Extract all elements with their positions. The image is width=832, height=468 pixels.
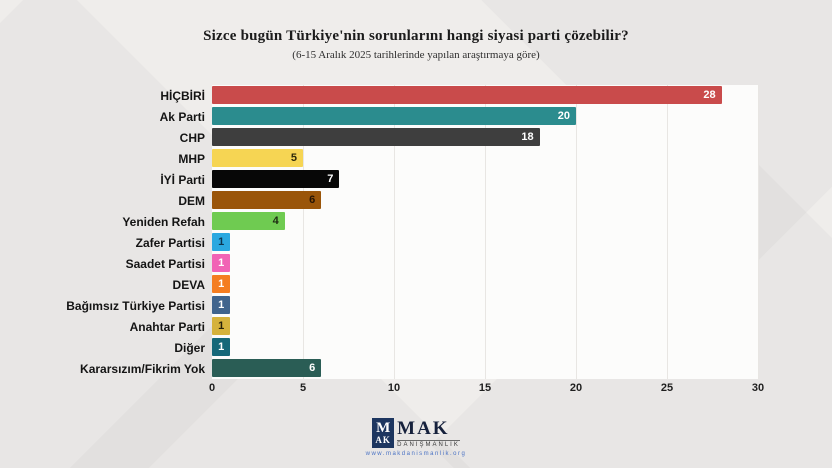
chart-row: DEVA 1: [0, 274, 832, 295]
bar: 1: [212, 275, 231, 293]
bar-track: 1: [212, 337, 758, 358]
category-label: CHP: [179, 130, 205, 145]
x-tick-label: 30: [751, 382, 765, 394]
bar-track: 4: [212, 211, 758, 232]
chart-row: MHP 5: [0, 148, 832, 169]
chart-row: DEM 6: [0, 190, 832, 211]
bar: 6: [212, 191, 322, 209]
category-label: DEVA: [172, 277, 205, 292]
bar: 20: [212, 107, 576, 125]
bar-track: 7: [212, 169, 758, 190]
chart-header: Sizce bugün Türkiye'nin sorunlarını hang…: [0, 28, 832, 61]
bar: 1: [212, 233, 231, 251]
gridline-20: [576, 85, 577, 379]
bar-track: 1: [212, 316, 758, 337]
category-label: Kararsızım/Fikrim Yok: [80, 361, 205, 376]
x-axis: 0 5 10 15 20 25 30: [208, 382, 764, 398]
bar-rows: HİÇBİRİ 28 Ak Parti 20 CHP 18 MHP 5 İYİ Parti 7 DE…: [0, 85, 832, 379]
bar-track: 28: [212, 85, 758, 106]
bar-track: 18: [212, 127, 758, 148]
mak-logo-name: MAK: [397, 417, 450, 439]
x-tick-label: 5: [299, 382, 307, 394]
chart-subtitle: (6-15 Aralık 2025 tarihlerinde yapılan a…: [292, 49, 540, 61]
mak-logo-mark-bottom: AK: [375, 435, 391, 445]
chart-row: İYİ Parti 7: [0, 169, 832, 190]
category-label: İYİ Parti: [160, 172, 205, 187]
bar-track: 6: [212, 358, 758, 379]
bar-track: 5: [212, 148, 758, 169]
bar: 28: [212, 86, 722, 104]
bar-track: 1: [212, 295, 758, 316]
chart-row: Kararsızım/Fikrim Yok 6: [0, 358, 832, 379]
x-tick-label: 15: [478, 382, 492, 394]
bar: 1: [212, 338, 231, 356]
mak-logo-text: MAK DANIŞMANLIK: [397, 418, 460, 448]
gridline-30: [758, 85, 759, 379]
category-label: Saadet Partisi: [125, 256, 205, 271]
chart-row: Bağımsız Türkiye Partisi 1: [0, 295, 832, 316]
mak-logo-row: M AK MAK DANIŞMANLIK: [372, 418, 460, 448]
bar: 18: [212, 128, 540, 146]
bar-track: 1: [212, 253, 758, 274]
chart-row: Yeniden Refah 4: [0, 211, 832, 232]
category-label: Diğer: [174, 340, 205, 355]
bar-track: 1: [212, 232, 758, 253]
gridline-5: [303, 85, 304, 379]
gridline-25: [667, 85, 668, 379]
chart-row: HİÇBİRİ 28: [0, 85, 832, 106]
mak-logo-mark: M AK: [372, 418, 395, 448]
x-tick-label: 10: [387, 382, 401, 394]
gridline-15: [485, 85, 486, 379]
bar: 6: [212, 359, 322, 377]
chart-row: Ak Parti 20: [0, 106, 832, 127]
bar: 5: [212, 149, 303, 167]
chart-row: CHP 18: [0, 127, 832, 148]
bar: 4: [212, 212, 285, 230]
bar: 1: [212, 317, 231, 335]
mak-logo-url: www.makdanismanlik.org: [365, 451, 467, 457]
category-label: Anahtar Parti: [129, 319, 205, 334]
chart-row: Zafer Partisi 1: [0, 232, 832, 253]
category-label: DEM: [178, 193, 205, 208]
category-label: HİÇBİRİ: [160, 88, 205, 103]
chart-row: Anahtar Parti 1: [0, 316, 832, 337]
chart-title: Sizce bugün Türkiye'nin sorunlarını hang…: [203, 28, 629, 44]
mak-logo: M AK MAK DANIŞMANLIK www.makdanismanlik.…: [0, 418, 832, 457]
chart-row: Saadet Partisi 1: [0, 253, 832, 274]
gridline-10: [394, 85, 395, 379]
category-label: Ak Parti: [159, 109, 205, 124]
x-tick-label: 20: [569, 382, 583, 394]
mak-logo-mark-top: M: [376, 420, 391, 436]
category-label: Bağımsız Türkiye Partisi: [66, 298, 205, 313]
bar: 1: [212, 254, 231, 272]
category-label: Yeniden Refah: [122, 214, 205, 229]
x-tick-label: 25: [660, 382, 674, 394]
bar-track: 1: [212, 274, 758, 295]
bar-track: 6: [212, 190, 758, 211]
chart-row: Diğer 1: [0, 337, 832, 358]
category-label: Zafer Partisi: [135, 235, 205, 250]
bar: 1: [212, 296, 231, 314]
category-label: MHP: [178, 151, 205, 166]
bar-track: 20: [212, 106, 758, 127]
x-tick-label: 0: [208, 382, 216, 394]
mak-logo-subname: DANIŞMANLIK: [397, 439, 460, 448]
bar: 7: [212, 170, 340, 188]
